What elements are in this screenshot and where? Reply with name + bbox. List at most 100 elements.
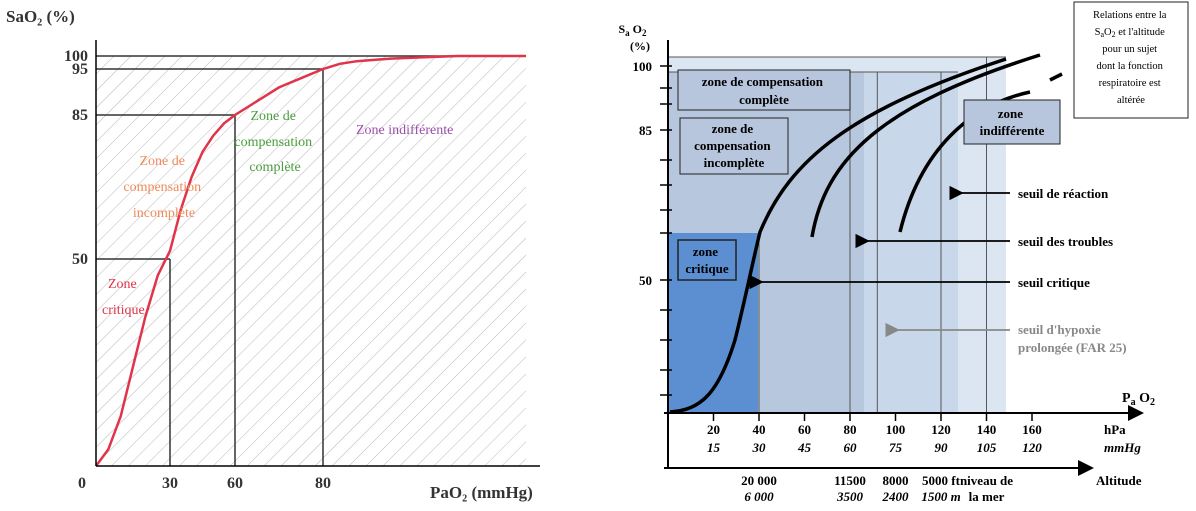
right-y-tick-50: 50: [639, 273, 652, 288]
right-x-tick-hpa-120: 120: [931, 422, 951, 437]
right-x-tick-labels: 20 15 40 30 60 45 80 60 100 75 120 90 140 105 160 120: [707, 413, 1042, 455]
right-x-tick-mmhg-160: 120: [1022, 440, 1042, 455]
right-altered-curve-2: [898, 90, 1031, 233]
right-altitude-bottom-2: 2400: [882, 489, 910, 504]
right-altered-curve-1: [810, 53, 1041, 238]
left-guide-lines: [96, 55, 526, 466]
left-zone-complete-line1: Zone de: [251, 109, 296, 124]
threshold-hypoxie-label: seuil d'hypoxie prolongée (FAR 25): [1018, 322, 1127, 355]
right-zone-incomplete-line3: incomplète: [704, 155, 765, 170]
annotation-line4: dont la fonction: [1096, 61, 1163, 72]
right-altitude-bottom-0: 6 000: [744, 489, 774, 504]
right-x-tick-hpa-20: 20: [707, 422, 720, 437]
annotation-line5: respiratoire est: [1099, 78, 1161, 89]
left-y-tick-85: 85: [72, 107, 88, 124]
annotation-line3: pour un sujet: [1102, 44, 1157, 55]
right-x-tick-hpa-60: 60: [798, 422, 811, 437]
right-x-tick-mmhg-140: 105: [977, 440, 997, 455]
right-x-axis-label: Pa O2: [1122, 391, 1155, 408]
threshold-hypoxie-line1: seuil d'hypoxie: [1018, 322, 1101, 337]
left-x-tick-labels: 30 60 80: [162, 475, 331, 492]
right-altitude-bottom-1: 3500: [836, 489, 864, 504]
left-zone-complete-label: Zone de compensation complète: [234, 109, 315, 175]
threshold-reaction-label: seuil de réaction: [1018, 186, 1109, 201]
right-y-tick-marks: [660, 65, 672, 396]
right-zone-indifferente-line1: zone: [998, 106, 1024, 121]
left-zone-complete-line3: complète: [249, 160, 300, 175]
left-y-tick-100: 100: [64, 48, 88, 65]
right-y-tick-100: 100: [633, 59, 653, 74]
left-zone-critique-line2: critique: [102, 303, 145, 318]
right-y-axis-label-line2: (%): [630, 39, 650, 53]
right-x-tick-mmhg-40: 30: [752, 440, 767, 455]
left-y-tick-95: 95: [72, 61, 88, 78]
left-saturation-curve: [94, 54, 526, 467]
left-chart: SaO₂ (%) PaO₂ (mmHg) 0 30 60 80 508595100 …: [6, 7, 540, 502]
right-normal-curve: [669, 57, 1007, 414]
right-zone-incomplete-box: [679, 117, 789, 175]
right-zone-complete-label: zone de compensation complète: [702, 74, 827, 107]
left-x-tick-30: 30: [162, 475, 178, 492]
threshold-critique-label: seuil critique: [1018, 275, 1090, 290]
right-altitude-top-3: 5000 ft: [922, 473, 961, 488]
left-zone-incomplete-line3: incomplète: [133, 206, 195, 221]
annotation-line1: Relations entre la: [1093, 10, 1167, 21]
right-zone-complete-line1: zone de compensation: [702, 74, 824, 89]
right-zone-incomplete-line1: zone de: [712, 121, 754, 136]
right-x-tick-mmhg-80: 60: [844, 440, 858, 455]
right-unit-mmhg: mmHg: [1104, 440, 1141, 455]
right-x-tick-hpa-80: 80: [844, 422, 857, 437]
left-zone-incomplete-label: Zone de compensation incomplète: [123, 154, 204, 221]
right-y-tick-labels: 50 85 100: [633, 59, 653, 288]
right-zone-incomplete-label: zone de compensation incomplète: [694, 121, 774, 170]
right-zone-complete-box: [677, 69, 851, 111]
right-y-axis-label-line1: Sa O2: [618, 22, 647, 38]
right-x-tick-mmhg-120: 90: [935, 440, 949, 455]
left-zone-indifferente-label: Zone indifférente: [356, 123, 453, 138]
left-zone-incomplete-line1: Zone de: [140, 154, 185, 169]
right-altitude-top-1: 11500: [834, 473, 866, 488]
right-altitude-bottom-4: la mer: [969, 489, 1005, 504]
right-x-tick-mmhg-60: 45: [797, 440, 812, 455]
right-zone-incomplete-line2: compensation: [694, 138, 771, 153]
annotation-box: [1073, 1, 1189, 119]
right-altitude-top-0: 20 000: [741, 473, 777, 488]
right-x-tick-hpa-160: 160: [1022, 422, 1042, 437]
right-zone-critique-label: zone critique: [685, 244, 729, 276]
left-zone-critique-label: Zone critique: [102, 277, 145, 318]
left-hatched-background: [96, 56, 526, 466]
right-zone-indifferente-label: zone indifférente: [980, 106, 1045, 138]
annotation-line6: altérée: [1117, 95, 1145, 106]
left-y-axis-label: SaO₂ (%): [6, 7, 75, 26]
right-altitude-top-4: niveau de: [960, 473, 1013, 488]
right-x-tick-mmhg-100: 75: [889, 440, 903, 455]
left-y-tick-50: 50: [72, 251, 88, 268]
right-x-tick-hpa-140: 140: [977, 422, 997, 437]
left-zone-complete-line2: compensation: [234, 135, 312, 150]
right-zone-critique-line2: critique: [685, 261, 729, 276]
right-zone-critique-line1: zone: [693, 244, 719, 259]
annotation-line2: SaO2 et l'altitude: [1095, 27, 1165, 39]
right-zone-indifferente-box: [963, 99, 1061, 145]
threshold-troubles-label: seuil des troubles: [1018, 234, 1113, 249]
right-y-axis-label: Sa O2 (%): [618, 22, 650, 53]
right-x-tick-mmhg-20: 15: [707, 440, 721, 455]
right-altitude-bottom-3: 1500 m: [921, 489, 960, 504]
right-zone-indifferente-line2: indifférente: [980, 123, 1045, 138]
left-zone-incomplete-line2: compensation: [123, 180, 201, 195]
right-x-tick-hpa-100: 100: [886, 422, 906, 437]
right-altitude-top-2: 8000: [883, 473, 909, 488]
left-x-tick-60: 60: [227, 475, 243, 492]
right-x-tick-hpa-40: 40: [753, 422, 766, 437]
right-y-tick-85: 85: [639, 123, 653, 138]
annotation-text: Relations entre la SaO2 et l'altitude po…: [1093, 10, 1169, 106]
left-origin-label: 0: [78, 475, 86, 492]
left-x-tick-80: 80: [315, 475, 331, 492]
threshold-hypoxie-line2: prolongée (FAR 25): [1018, 340, 1127, 355]
right-zone-complete-line2: complète: [739, 92, 789, 107]
left-zone-critique-line1: Zone: [108, 277, 137, 292]
right-altitude-axis-label: Altitude: [1096, 473, 1142, 488]
